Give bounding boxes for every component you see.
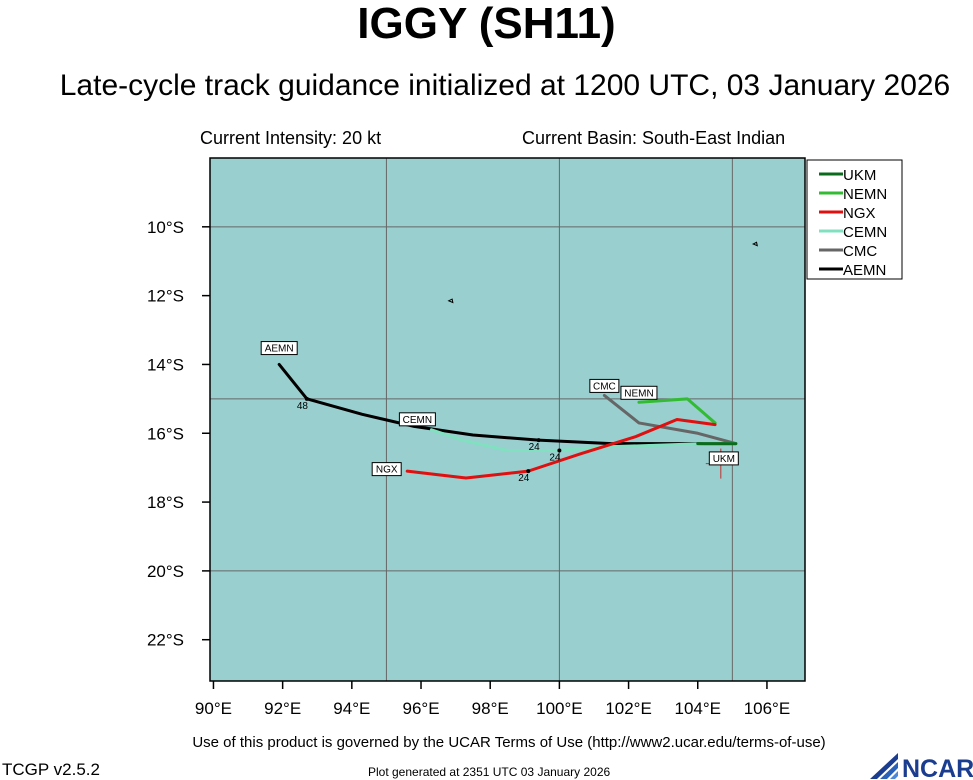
legend-label-nemn: NEMN xyxy=(843,186,887,203)
legend-label-cmc: CMC xyxy=(843,243,877,260)
track-label-ngx: NGX xyxy=(376,465,398,476)
map-frame xyxy=(209,157,806,682)
y-tick-label-6: 22°S xyxy=(147,631,184,650)
track-lines xyxy=(277,362,738,480)
tau-label-aemn-0: 24 xyxy=(529,442,541,453)
track-label-cmc: CMC xyxy=(593,381,616,392)
track-label-cemn: CEMN xyxy=(403,415,432,426)
tau-label-aemn-1: 48 xyxy=(297,401,309,412)
legend-box xyxy=(806,159,903,280)
legend: UKM NEMN NGX CEMN CMC AEMN xyxy=(806,159,903,280)
x-tick-label-4: 98°E xyxy=(472,699,509,718)
x-tick-label-6: 102°E xyxy=(605,699,652,718)
legend-label-cemn: CEMN xyxy=(843,224,887,241)
track-label-box-ngx xyxy=(371,462,402,477)
track-label-ukm: UKM xyxy=(713,454,735,465)
y-tick-label-0: 10°S xyxy=(147,218,184,237)
terms-of-use-note: Use of this product is governed by the U… xyxy=(192,734,826,751)
y-tick-label-4: 18°S xyxy=(147,493,184,512)
track-label-nemn: NEMN xyxy=(624,388,653,399)
x-tick-label-1: 92°E xyxy=(264,699,301,718)
tau-point-aemn-0 xyxy=(536,438,541,443)
track-label-box-aemn xyxy=(260,341,298,356)
current-basin: Current Basin: South-East Indian xyxy=(522,128,786,148)
y-tick-label-2: 14°S xyxy=(147,355,184,374)
map-area xyxy=(210,158,805,681)
page-subtitle: Late-cycle track guidance initialized at… xyxy=(59,69,951,102)
y-tick-label-3: 16°S xyxy=(147,424,184,443)
generated-timestamp: Plot generated at 2351 UTC 03 January 20… xyxy=(368,765,611,779)
track-line-ngx xyxy=(405,418,717,480)
island-outline-0 xyxy=(751,241,758,247)
y-tick-label-1: 12°S xyxy=(147,287,184,306)
x-tick-label-8: 106°E xyxy=(744,699,791,718)
legend-label-ngx: NGX xyxy=(843,205,876,222)
track-labels: 24 48 24 24 UKM NEMN NGX CEMN CMC AEMN xyxy=(260,341,739,484)
page-title: IGGY (SH11) xyxy=(357,0,616,48)
x-tick-label-0: 90°E xyxy=(195,699,232,718)
track-line-nemn xyxy=(637,397,717,425)
island-outline-1 xyxy=(447,298,454,304)
track-label-box-ukm xyxy=(708,451,739,466)
track-line-cmc xyxy=(602,393,738,446)
legend-label-aemn: AEMN xyxy=(843,262,886,279)
ocean-background xyxy=(210,158,805,681)
track-label-box-cmc xyxy=(589,378,620,393)
tau-label-cemn-0: 24 xyxy=(549,452,561,463)
tau-point-ngx-0 xyxy=(526,469,531,474)
ncar-logo-text: NCAR xyxy=(902,755,973,780)
track-label-aemn: AEMN xyxy=(265,344,294,355)
track-label-box-nemn xyxy=(620,385,658,400)
x-tick-label-2: 94°E xyxy=(333,699,370,718)
version-label: TCGP v2.5.2 xyxy=(2,760,100,779)
track-label-box-cemn xyxy=(398,412,436,427)
map-axes: 90°E 92°E 94°E 96°E 98°E 100°E 102°E 104°E 106°E… xyxy=(147,157,806,718)
tau-point-aemn-1 xyxy=(304,396,309,401)
x-tick-label-7: 104°E xyxy=(675,699,722,718)
x-tick-label-5: 100°E xyxy=(536,699,583,718)
x-tick-label-3: 96°E xyxy=(402,699,439,718)
ncar-logo: NCAR xyxy=(870,753,973,780)
tau-label-ngx-0: 24 xyxy=(518,473,530,484)
y-tick-label-5: 20°S xyxy=(147,562,184,581)
current-intensity: Current Intensity: 20 kt xyxy=(200,128,382,148)
track-line-aemn xyxy=(277,362,738,446)
legend-label-ukm: UKM xyxy=(843,167,876,184)
tau-point-cemn-0 xyxy=(557,448,562,453)
